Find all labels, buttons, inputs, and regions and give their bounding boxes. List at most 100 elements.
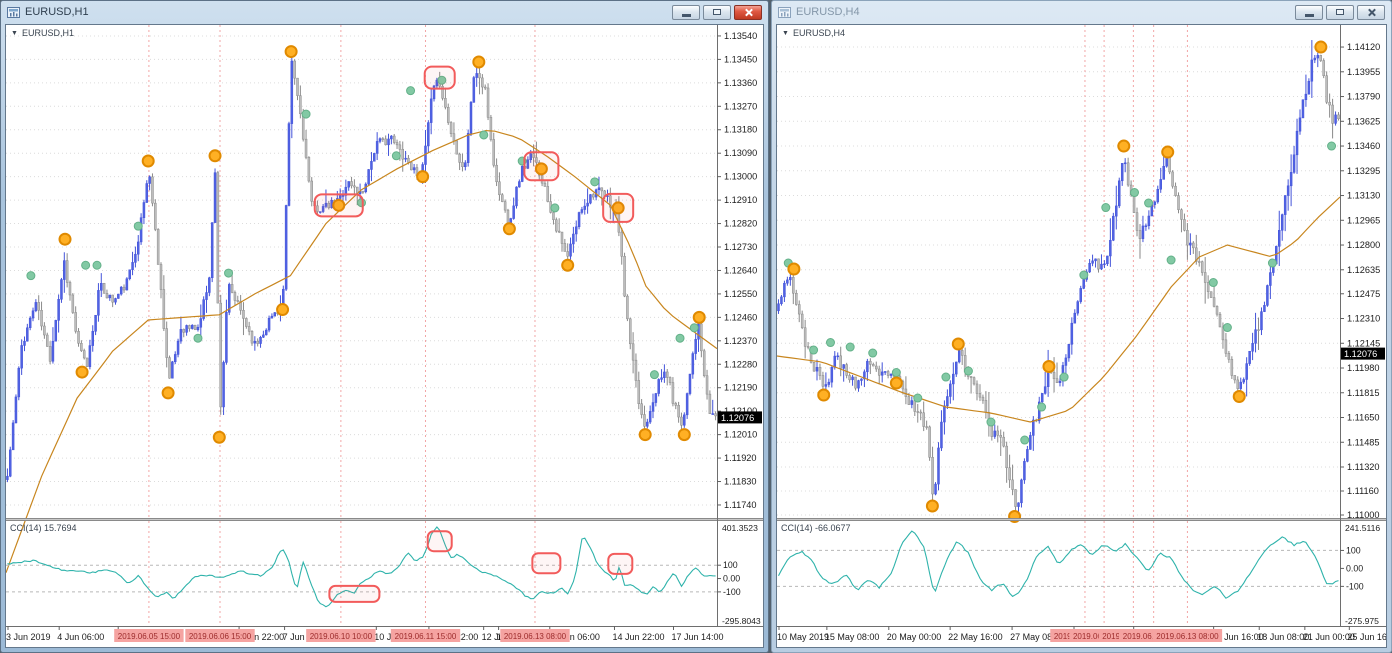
price-tick-label: 1.12640: [724, 265, 757, 275]
minimize-button[interactable]: [672, 4, 700, 20]
orange-signal-dot: [502, 222, 516, 236]
orange-signal-dot: [925, 499, 939, 513]
green-signal-dot: [301, 109, 311, 119]
minimize-icon: [681, 13, 691, 17]
price-tick-label: 1.12800: [1347, 240, 1380, 250]
green-signal-dot: [224, 268, 234, 278]
event-time-label-bg: [500, 629, 570, 642]
chart-window-icon: [778, 6, 791, 18]
window-title: EURUSD,H1: [25, 6, 89, 18]
green-signal-dot: [550, 203, 560, 213]
price-tick-label: 1.13270: [724, 101, 757, 111]
event-time-label-bg: [1152, 629, 1223, 642]
symbol-dropdown-icon[interactable]: ▼: [782, 29, 789, 37]
price-tick-label: 1.12910: [724, 195, 757, 205]
orange-signal-dot: [58, 232, 72, 246]
signal-highlight-box: [313, 193, 364, 218]
symbol-dropdown-icon[interactable]: ▼: [11, 29, 18, 37]
panel-divider[interactable]: [777, 518, 1386, 521]
restore-button[interactable]: [1326, 4, 1354, 20]
price-tick-label: 1.12475: [1347, 289, 1380, 299]
close-button[interactable]: [734, 4, 762, 20]
orange-signal-dot: [276, 303, 290, 317]
restore-icon: [713, 9, 721, 15]
event-time-label-bg: [185, 629, 255, 642]
restore-button[interactable]: [703, 4, 731, 20]
chart-client-area: CCI(14) -66.0677 1.14120 1.13955 1.13790 1.1…: [776, 24, 1387, 648]
cci-max-label: 401.3523: [722, 523, 758, 533]
window-controls: [669, 4, 762, 20]
signal-markers: [783, 40, 1337, 524]
green-signal-dot: [809, 345, 819, 355]
time-tick-label: 4 Jun 06:00: [57, 632, 104, 642]
grid-layer: [777, 46, 1340, 516]
orange-signal-dot: [141, 154, 155, 168]
price-tick-label: 1.13790: [1347, 92, 1380, 102]
price-tick-label: 1.11000: [1347, 510, 1380, 520]
cci-line: [7, 526, 716, 608]
green-signal-dot: [193, 333, 203, 343]
event-time-label: 2019.06.13 08:00: [1156, 632, 1219, 641]
chart-canvas-h4[interactable]: CCI(14) -66.06771.141201.139551.137901.1…: [777, 25, 1386, 647]
price-scale[interactable]: 1.13540 1.13450 1.13360 1.13270 1.13180 1.130…: [717, 31, 762, 626]
price-tick-label: 1.13540: [724, 31, 757, 41]
restore-icon: [1336, 9, 1344, 15]
price-scale[interactable]: 1.14120 1.13955 1.13790 1.13625 1.13460 1.132…: [1340, 42, 1385, 626]
price-tick-label: 1.12730: [724, 242, 757, 252]
panel-divider[interactable]: [6, 518, 763, 521]
orange-signal-dot: [284, 45, 298, 59]
cci-highlight-box: [531, 552, 562, 575]
orange-signal-dot: [787, 262, 801, 276]
cci-max-label: 241.5116: [1345, 523, 1380, 533]
grid-layer: [6, 35, 717, 506]
price-tick-label: 1.12100: [724, 406, 757, 416]
chart-symbol-header: ▼ EURUSD,H1: [11, 28, 74, 38]
price-tick-label: 1.13130: [1347, 191, 1380, 201]
cci-panel[interactable]: CCI(14) 15.7694: [6, 523, 717, 608]
minimize-button[interactable]: [1295, 4, 1323, 20]
signal-highlight-box: [602, 192, 635, 223]
cci-level-label: -100: [1346, 581, 1364, 591]
window-titlebar[interactable]: EURUSD,H1: [1, 1, 768, 23]
orange-signal-dot: [889, 376, 903, 390]
ma-line: [6, 129, 718, 573]
price-tick-label: 1.11740: [724, 500, 757, 510]
price-tick-label: 1.13955: [1347, 67, 1380, 77]
orange-signal-dot: [472, 55, 486, 69]
orange-signal-dot: [212, 430, 226, 444]
green-signal-dot: [986, 417, 996, 427]
time-tick-label: 15 May 08:00: [825, 632, 880, 642]
price-tick-label: 1.11980: [1347, 363, 1380, 373]
orange-signal-dot: [534, 162, 548, 176]
orange-signal-dot: [561, 258, 575, 272]
event-time-label: 2019.06.05 15:00: [118, 632, 181, 641]
event-time-label: 2019.06.10 10:00: [310, 632, 373, 641]
cci-level-label: -100: [723, 587, 741, 597]
price-tick-label: 1.12310: [1347, 314, 1380, 324]
price-tick-label: 1.11920: [724, 453, 757, 463]
event-vlines: [148, 25, 536, 626]
green-signal-dot: [868, 348, 878, 358]
signal-highlight-box: [423, 65, 456, 90]
cci-level-label: 100: [1346, 545, 1361, 555]
orange-signal-dot: [332, 198, 346, 212]
chart-client-area: CCI(14) 15.7694 1.13540 1.13450 1.13360 1.13…: [5, 24, 764, 648]
green-signal-dot: [1079, 270, 1089, 280]
price-tick-label: 1.12820: [724, 219, 757, 229]
time-tick-label: 6 Jun 22:00: [237, 632, 284, 642]
close-button[interactable]: [1357, 4, 1385, 20]
orange-signal-dot: [1161, 145, 1175, 159]
chart-symbol-label: EURUSD,H1: [21, 28, 74, 38]
event-time-label-bg: [114, 629, 184, 642]
current-price-value: 1.12076: [1344, 349, 1377, 359]
chart-canvas-h1[interactable]: CCI(14) 15.76941.135401.134501.133601.13…: [6, 25, 763, 647]
signal-markers: [26, 45, 706, 444]
cci-panel[interactable]: CCI(14) -66.0677: [777, 523, 1340, 599]
window-titlebar[interactable]: EURUSD,H4: [772, 1, 1391, 23]
cci-level-label: 0.00: [1346, 563, 1363, 573]
candles-layer: [6, 53, 717, 483]
cci-level-label: 100: [723, 560, 738, 570]
current-price-badge: [718, 411, 762, 424]
